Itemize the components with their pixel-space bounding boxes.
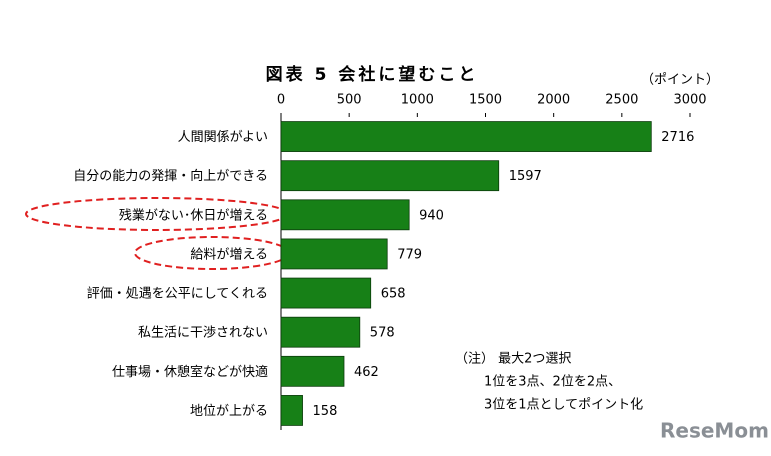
x-tick-label: 0 bbox=[277, 93, 285, 108]
bar bbox=[280, 238, 388, 270]
bar bbox=[280, 277, 372, 309]
note-line: （注） 最大2つ選択 bbox=[455, 352, 571, 367]
value-label: 779 bbox=[397, 247, 422, 262]
note-line: 1位を3点、2位を2点、 bbox=[484, 375, 621, 390]
x-tick-label: 2500 bbox=[605, 93, 638, 108]
value-label: 940 bbox=[419, 208, 444, 223]
chart-title: 図表 5 会社に望むこと bbox=[266, 64, 479, 85]
x-tick-label: 500 bbox=[337, 93, 362, 108]
y-tick-label: 仕事場・休憩室などが快適 bbox=[112, 364, 268, 380]
bar bbox=[280, 355, 345, 387]
y-tick-label: 自分の能力の発揮・向上ができる bbox=[73, 168, 268, 184]
bar bbox=[280, 395, 303, 426]
value-label: 1597 bbox=[509, 169, 542, 184]
y-tick-label: 評価・処遇を公平にしてくれる bbox=[87, 287, 268, 302]
y-tick-label: 給料が増える bbox=[190, 247, 268, 262]
unit-label: （ポイント） bbox=[641, 73, 719, 88]
y-tick-label: 私生活に干渉されない bbox=[138, 326, 268, 341]
bar bbox=[280, 160, 500, 192]
watermark: ReseMom bbox=[660, 419, 769, 443]
y-tick-label: 地位が上がる bbox=[190, 404, 268, 419]
value-label: 462 bbox=[354, 365, 379, 380]
value-label: 2716 bbox=[661, 130, 694, 145]
y-tick-label: 人間関係がよい bbox=[178, 130, 268, 145]
y-tick-label: 残業がない･休日が増える bbox=[119, 207, 268, 223]
x-tick-label: 1500 bbox=[469, 93, 502, 108]
bar bbox=[280, 121, 652, 152]
x-tick-label: 1000 bbox=[401, 93, 434, 108]
x-tick-label: 2000 bbox=[537, 93, 570, 108]
value-label: 578 bbox=[370, 326, 395, 341]
value-label: 158 bbox=[313, 404, 338, 419]
x-tick-label: 3000 bbox=[673, 93, 706, 108]
bar bbox=[280, 199, 410, 231]
value-label: 658 bbox=[381, 287, 406, 302]
note-line: 3位を1点としてポイント化 bbox=[484, 398, 643, 413]
bar bbox=[280, 316, 361, 348]
